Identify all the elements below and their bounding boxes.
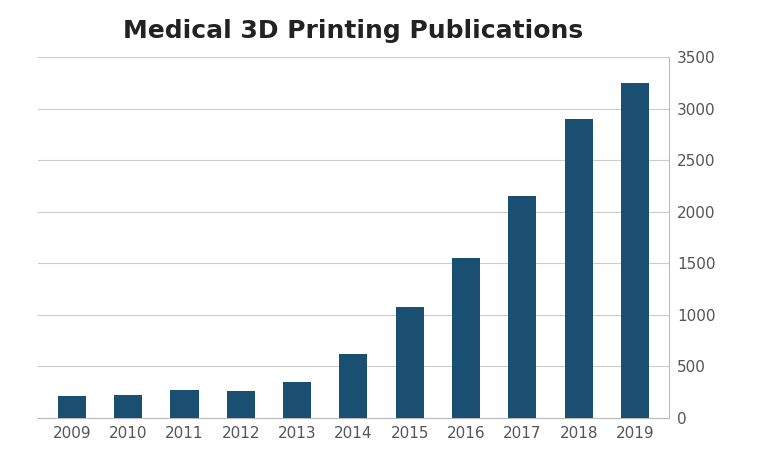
Bar [508, 196, 537, 418]
Bar [226, 390, 255, 418]
Bar [170, 390, 198, 418]
Bar [565, 119, 593, 418]
Bar [396, 306, 424, 418]
Bar [114, 395, 142, 418]
Bar [283, 382, 311, 418]
Bar [621, 83, 649, 418]
Bar [452, 258, 480, 418]
Title: Medical 3D Printing Publications: Medical 3D Printing Publications [123, 19, 584, 43]
Bar [58, 396, 86, 418]
Bar [339, 354, 368, 418]
